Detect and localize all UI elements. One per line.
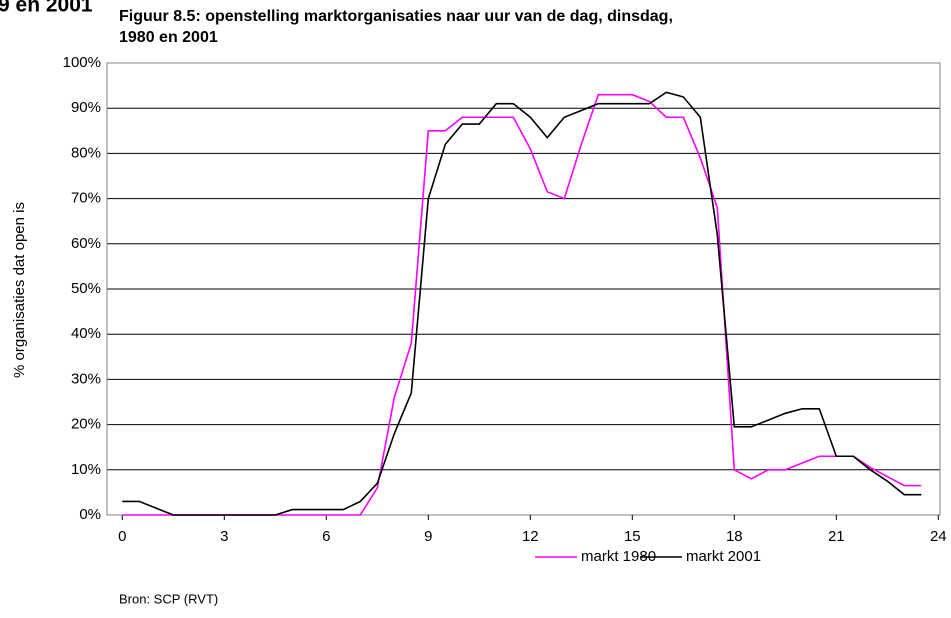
source: Bron: SCP (RVT): [119, 591, 218, 606]
y-tick-label: 40%: [71, 325, 101, 342]
x-tick-label: 3: [220, 528, 228, 545]
x-tick-label: 18: [726, 528, 743, 545]
heading-fragment: 9 en 2001: [0, 0, 93, 17]
x-tick-label: 24: [930, 528, 947, 545]
y-tick-label: 80%: [71, 144, 101, 161]
y-tick-label: 0%: [79, 506, 101, 523]
x-tick-label: 15: [624, 528, 641, 545]
x-tick-label: 6: [322, 528, 330, 545]
y-tick-label: 20%: [71, 416, 101, 433]
y-axis-label: % organisaties dat open is: [11, 202, 28, 378]
chart-subtitle: 1980 en 2001: [119, 29, 218, 46]
y-tick-label: 90%: [71, 99, 101, 116]
legend-label: markt 1980: [581, 548, 656, 565]
x-tick-label: 12: [522, 528, 539, 545]
series-line: [122, 93, 922, 516]
legend-label: markt 2001: [686, 548, 761, 565]
y-tick-label: 100%: [63, 54, 101, 71]
y-tick-label: 60%: [71, 235, 101, 252]
y-tick-label: 70%: [71, 190, 101, 207]
x-tick-label: 9: [424, 528, 432, 545]
y-tick-label: 50%: [71, 280, 101, 297]
plot-border: [106, 62, 941, 516]
series-line: [122, 91, 922, 516]
x-tick-label: 0: [118, 528, 126, 545]
y-tick-label: 30%: [71, 370, 101, 387]
y-tick-label: 10%: [71, 461, 101, 478]
x-tick-label: 21: [828, 528, 845, 545]
chart-title: Figuur 8.5: openstelling marktorganisati…: [119, 8, 673, 25]
